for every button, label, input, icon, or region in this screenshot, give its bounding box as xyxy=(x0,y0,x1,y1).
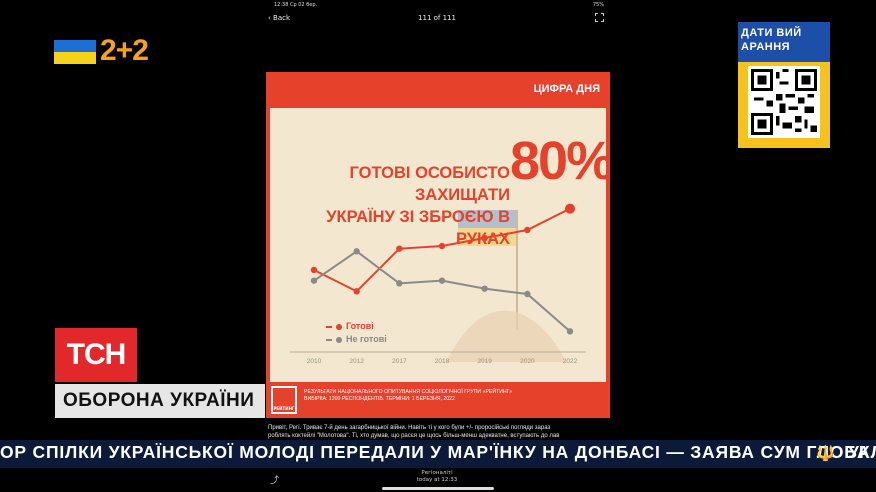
legend-label-not-ready: Не готові xyxy=(346,334,387,344)
data-point-ready xyxy=(310,266,318,274)
legend-line-not-ready xyxy=(326,338,332,341)
flag-silhouette-icon xyxy=(446,210,566,362)
news-ticker: ОР СПІЛКИ УКРАЇНСЬКОЇ МОЛОДІ ПЕРЕДАЛИ У … xyxy=(0,440,876,468)
legend-line-ready xyxy=(326,325,332,328)
viewer-nav-bar: ‹ Back 111 of 111 xyxy=(262,10,612,28)
line-chart: 2010 2012 2017 2018 2019 2020 2022 xyxy=(290,203,586,365)
x-tick-label: 2010 xyxy=(307,358,322,365)
x-tick-label: 2019 xyxy=(477,358,492,365)
source-line-2: ВИБІРКА: 1200 РЕСПОНДЕНТІВ. ТЕРМІНИ: 1 Б… xyxy=(304,396,455,402)
legend-dot-not-ready xyxy=(336,336,342,343)
legend-label-ready: Готові xyxy=(346,321,374,331)
rating-logo-text: РЕЙТИНГ xyxy=(273,406,295,411)
x-tick-label: 2017 xyxy=(392,358,407,365)
status-time-date: 12:38 Ср 02 бер. xyxy=(274,2,318,8)
survey-source: РЕЗУЛЬТАТИ НАЦІОНАЛЬНОГО ОПИТУВАННЯ СОЦІ… xyxy=(304,389,604,403)
status-bar: 12:38 Ср 02 бер. 75% xyxy=(262,0,612,10)
expand-icon[interactable] xyxy=(595,13,604,22)
data-point-not-ready xyxy=(524,290,531,298)
tsn-logo: ТСН xyxy=(55,328,137,382)
ticker-next-text: УК xyxy=(848,442,870,462)
data-point-not-ready xyxy=(438,277,446,284)
chevron-left-icon: ‹ xyxy=(268,14,274,22)
share-icon[interactable]: ⤴ xyxy=(270,476,280,486)
data-point-ready xyxy=(396,245,403,252)
channel-logo: 2+2 xyxy=(100,34,149,67)
ticker-text: ОР СПІЛКИ УКРАЇНСЬКОЇ МОЛОДІ ПЕРЕДАЛИ У … xyxy=(0,442,876,462)
data-point-ready xyxy=(481,234,488,242)
data-point-not-ready xyxy=(481,285,488,292)
qr-header: ДАТИ ВИЙ АРАННЯ xyxy=(738,22,830,62)
footer-time: today at 12:33 xyxy=(416,477,458,483)
x-tick-label: 2022 xyxy=(563,358,578,365)
post-caption: Привіт, Регі. Триває 7-й день загарбниць… xyxy=(268,424,608,440)
back-label: Back xyxy=(273,14,291,22)
trident-icon: 🔱 xyxy=(816,444,835,462)
data-point-not-ready xyxy=(310,277,318,284)
caption-line-2: роблять коктейлі "Молотова". Ті, хто дум… xyxy=(268,433,560,439)
legend-item-not-ready: Не готові xyxy=(326,333,387,346)
chart-legend: Готові Не готові xyxy=(326,320,387,346)
card-header: ЦИФРА ДНЯ xyxy=(533,83,600,95)
data-point-ready xyxy=(524,226,531,234)
ukraine-flag-icon xyxy=(54,40,96,64)
data-point-ready xyxy=(353,288,360,295)
legend-dot-ready xyxy=(336,323,342,330)
big-number: 80% xyxy=(510,131,610,191)
caption-line-1: Привіт, Регі. Триває 7-й день загарбниць… xyxy=(268,425,551,431)
card-header-bar: ЦИФРА ДНЯ xyxy=(266,72,610,108)
card-footer-bar: РЕЙТИНГ РЕЗУЛЬТАТИ НАЦІОНАЛЬНОГО ОПИТУВА… xyxy=(266,382,610,418)
battery-indicator: 75% xyxy=(592,2,604,8)
headline-line-1: ГОТОВІ ОСОБИСТО ЗАХИЩАТИ xyxy=(349,164,510,204)
data-point-not-ready xyxy=(396,280,403,287)
headline-line-2: УКРАЇНУ ЗІ ЗБРОЄЮ В РУКАХ xyxy=(326,208,510,248)
source-line-1: РЕЗУЛЬТАТИ НАЦІОНАЛЬНОГО ОПИТУВАННЯ СОЦІ… xyxy=(304,389,513,395)
legend-item-ready: Готові xyxy=(326,320,387,333)
data-point-not-ready xyxy=(566,328,574,335)
qr-promo: ДАТИ ВИЙ АРАННЯ xyxy=(738,22,830,148)
data-point-ready xyxy=(565,203,575,214)
x-tick-label: 2018 xyxy=(435,358,450,365)
x-tick-label: 2020 xyxy=(520,358,535,365)
card-headline: ГОТОВІ ОСОБИСТО ЗАХИЩАТИ УКРАЇНУ ЗІ ЗБРО… xyxy=(288,162,510,250)
data-point-ready xyxy=(438,242,446,250)
image-counter: 111 of 111 xyxy=(418,14,456,22)
infographic-card: ЦИФРА ДНЯ 2010 2012 2017 2018 2019 2020 2022 Г… xyxy=(266,72,610,418)
viewer-footer: ⤴ Регіоналіті today at 12:33 xyxy=(262,468,612,492)
section-title: ОБОРОНА УКРАЇНИ xyxy=(55,384,265,418)
footer-site: Регіоналіті xyxy=(421,470,453,476)
data-point-not-ready xyxy=(353,248,360,255)
x-tick-label: 2012 xyxy=(349,358,364,365)
home-indicator[interactable] xyxy=(382,487,494,490)
rating-logo: РЕЙТИНГ xyxy=(271,386,297,414)
qr-code-icon xyxy=(748,66,820,138)
back-button[interactable]: ‹ Back xyxy=(268,14,290,22)
